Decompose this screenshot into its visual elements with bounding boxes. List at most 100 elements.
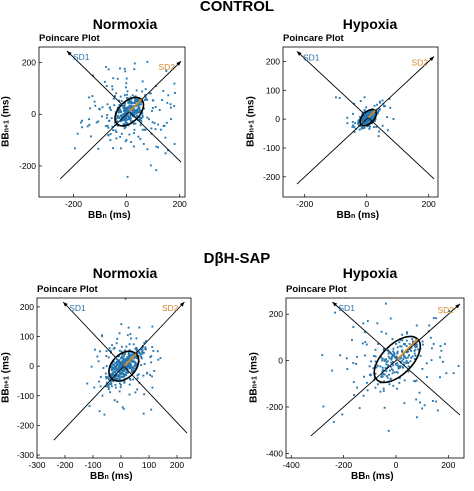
x-axis-label-subscript: n xyxy=(104,474,109,481)
data-point xyxy=(381,373,384,376)
data-point xyxy=(119,114,122,117)
data-point xyxy=(384,367,387,370)
data-point xyxy=(378,108,381,111)
data-point xyxy=(396,364,399,367)
data-point xyxy=(363,116,366,119)
data-point xyxy=(134,363,137,366)
data-point xyxy=(107,68,110,71)
data-point xyxy=(363,126,366,129)
data-point xyxy=(114,118,117,121)
data-point xyxy=(396,350,399,353)
data-point xyxy=(117,366,120,369)
data-point xyxy=(398,377,401,379)
data-point xyxy=(133,357,136,360)
data-point xyxy=(108,382,111,385)
sd1-segment xyxy=(114,357,125,367)
data-point xyxy=(388,383,391,386)
data-point xyxy=(413,352,416,355)
data-point xyxy=(121,118,124,121)
data-point xyxy=(403,343,406,346)
data-point xyxy=(360,118,363,120)
data-point xyxy=(428,324,431,327)
data-point xyxy=(120,368,123,371)
data-point xyxy=(105,65,107,68)
x-tick-label: 0 xyxy=(364,199,369,209)
data-point xyxy=(140,348,143,350)
data-point xyxy=(137,135,140,138)
data-point xyxy=(123,373,126,376)
data-point xyxy=(361,119,364,121)
data-point xyxy=(74,147,76,150)
data-point xyxy=(105,365,108,368)
data-point xyxy=(141,90,144,93)
data-point xyxy=(121,360,124,363)
data-point xyxy=(383,347,385,350)
data-point xyxy=(138,118,141,121)
data-point xyxy=(390,358,393,361)
data-point xyxy=(138,326,141,329)
data-point xyxy=(150,127,153,130)
data-point xyxy=(107,134,110,137)
data-point xyxy=(402,366,404,369)
data-point xyxy=(132,369,135,372)
data-point xyxy=(365,343,368,346)
data-point xyxy=(144,94,147,97)
data-point xyxy=(144,88,147,91)
data-point xyxy=(410,346,413,349)
data-point xyxy=(123,355,126,358)
data-point xyxy=(143,341,146,344)
data-point xyxy=(112,129,115,132)
data-point xyxy=(119,376,122,379)
data-point xyxy=(140,103,142,106)
data-point xyxy=(122,117,125,120)
data-point xyxy=(387,355,390,358)
data-point xyxy=(400,345,403,348)
data-point xyxy=(403,354,405,357)
data-point xyxy=(119,67,121,70)
data-point xyxy=(112,368,115,371)
data-point xyxy=(136,374,139,377)
data-point xyxy=(398,357,401,360)
x-axis-label: BBn (ms) xyxy=(90,471,133,482)
data-point xyxy=(382,387,385,390)
data-point xyxy=(164,152,167,155)
data-point xyxy=(173,91,176,94)
data-point xyxy=(124,120,127,123)
data-point xyxy=(121,375,124,378)
data-point xyxy=(139,117,142,120)
data-point xyxy=(113,377,116,380)
x-axis-label-unit: (ms) xyxy=(369,471,394,482)
data-point xyxy=(118,99,121,102)
data-point xyxy=(142,412,145,415)
data-point xyxy=(376,383,379,386)
data-point xyxy=(132,366,135,369)
data-point xyxy=(139,138,142,140)
data-point xyxy=(369,125,371,128)
data-point xyxy=(81,119,84,122)
data-point xyxy=(112,360,115,363)
data-point xyxy=(124,298,127,300)
data-point xyxy=(399,364,402,367)
data-point xyxy=(119,373,122,376)
y-axis-label-subscript: n+1 xyxy=(251,376,259,389)
data-point xyxy=(111,125,114,128)
data-point xyxy=(440,349,443,352)
data-point xyxy=(363,96,366,99)
x-axis-label-main: BB xyxy=(88,210,103,221)
data-point xyxy=(96,355,99,358)
data-point xyxy=(112,147,114,150)
data-point xyxy=(135,100,138,103)
y-tick-label: 0 xyxy=(29,361,34,371)
data-point xyxy=(414,348,417,351)
data-point xyxy=(86,125,89,128)
data-point xyxy=(122,357,125,360)
data-point xyxy=(132,378,135,381)
data-point xyxy=(123,360,126,363)
data-point xyxy=(413,380,416,382)
sd2-axis-line xyxy=(53,301,185,441)
data-point xyxy=(88,96,91,99)
data-point xyxy=(439,345,442,348)
data-point xyxy=(127,351,130,354)
data-point xyxy=(109,106,111,109)
data-point xyxy=(381,357,384,360)
